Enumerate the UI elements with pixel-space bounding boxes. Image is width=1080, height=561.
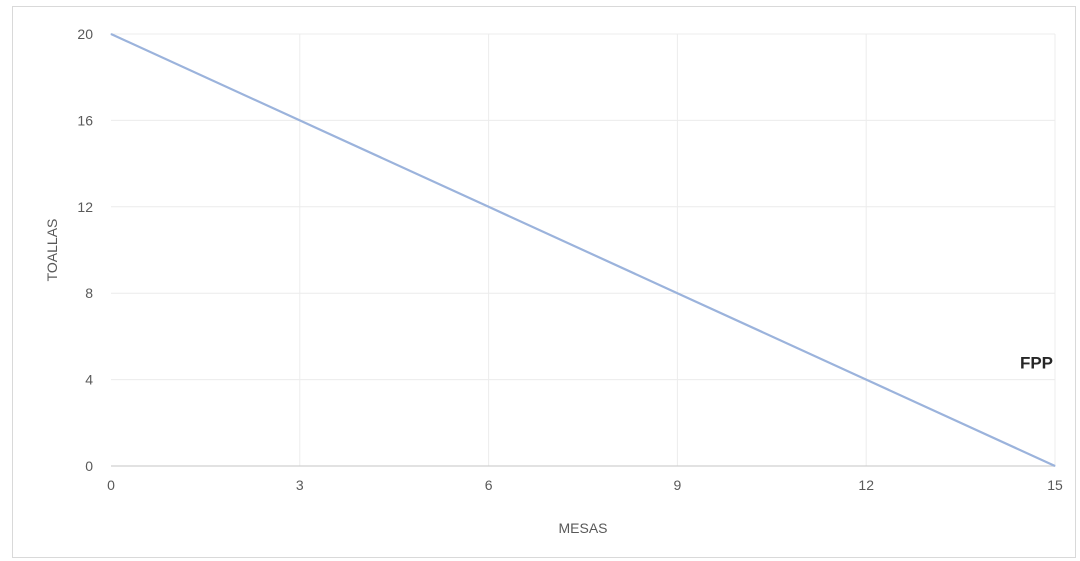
x-tick-label: 9 <box>674 477 682 493</box>
x-tick-label: 0 <box>107 477 115 493</box>
tick-labels: 0 3 6 9 12 15 0 4 8 12 16 20 <box>77 26 1063 493</box>
y-tick-label: 4 <box>85 372 93 388</box>
y-axis-title: TOALLAS <box>44 219 60 282</box>
y-tick-label: 8 <box>85 285 93 301</box>
series-point <box>110 33 112 35</box>
y-tick-label: 16 <box>77 112 93 128</box>
series-point <box>865 379 867 381</box>
series-point <box>299 119 301 121</box>
series-layer <box>110 32 1056 468</box>
series-point <box>676 292 678 294</box>
gridlines <box>111 33 1056 466</box>
fpp-annotation: FPP <box>1020 354 1053 373</box>
y-tick-label: 20 <box>77 26 93 42</box>
y-tick-label: 12 <box>77 199 93 215</box>
y-tick-label: 0 <box>85 458 93 474</box>
annotations: FPP <box>1020 354 1053 373</box>
x-tick-label: 15 <box>1047 477 1063 493</box>
x-tick-label: 12 <box>858 477 874 493</box>
x-axis-title: MESAS <box>558 520 607 536</box>
series-point <box>488 206 490 208</box>
x-tick-label: 6 <box>485 477 493 493</box>
series-point <box>1054 465 1056 467</box>
x-tick-label: 3 <box>296 477 304 493</box>
series-line <box>110 32 1056 468</box>
